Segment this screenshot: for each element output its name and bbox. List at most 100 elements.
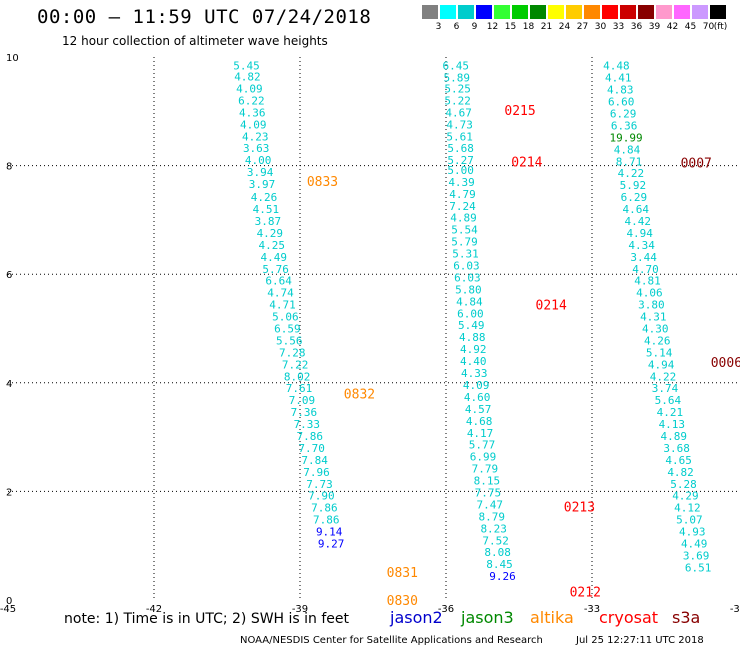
- wave-height-value: 7.22: [282, 358, 309, 371]
- wave-height-value: 5.00: [447, 164, 474, 177]
- x-tick-label: -33: [584, 604, 600, 615]
- wave-height-value: 4.41: [605, 72, 632, 85]
- generated-timestamp: Jul 25 12:27:11 UTC 2018: [576, 635, 704, 646]
- color-scale-label: 18: [522, 22, 535, 32]
- legend-altika: altika: [530, 608, 574, 627]
- color-scale-label: 70: [702, 22, 715, 32]
- wave-height-value: 4.26: [644, 334, 671, 347]
- wave-height-value: 6.60: [608, 96, 635, 109]
- x-tick-label: -39: [292, 604, 308, 615]
- wave-height-value: 5.79: [451, 236, 478, 249]
- wave-height-value: 7.79: [472, 463, 499, 476]
- wave-height-value: 4.25: [259, 239, 286, 252]
- wave-height-value: 3.68: [663, 442, 690, 455]
- wave-height-value: 6.64: [265, 275, 292, 288]
- wave-height-value: 6.51: [685, 561, 712, 574]
- wave-height-value: 4.65: [665, 454, 692, 467]
- wave-height-value: 4.09: [240, 118, 267, 131]
- wave-height-value: 9.27: [318, 538, 345, 551]
- credit-line: NOAA/NESDIS Center for Satellite Applica…: [240, 635, 543, 646]
- pass-time-label: 0833: [307, 175, 338, 190]
- wave-height-value: 4.23: [242, 130, 269, 143]
- color-scale-label: 42: [666, 22, 679, 32]
- y-tick-label: 4: [6, 379, 12, 390]
- pass-time-label: 0830: [387, 594, 418, 609]
- wave-height-value: 4.70: [632, 263, 659, 276]
- legend-cryosat: cryosat: [599, 608, 659, 627]
- wave-height-value: 5.31: [452, 248, 479, 261]
- wave-height-value: 7.75: [475, 486, 502, 499]
- color-scale-label: 39: [648, 22, 661, 32]
- wave-height-value: 7.86: [296, 430, 323, 443]
- wave-height-value: 7.33: [294, 418, 321, 431]
- wave-height-value: 7.84: [301, 454, 328, 467]
- wave-height-value: 4.94: [626, 227, 653, 240]
- color-scale-swatch: [710, 5, 727, 19]
- wave-height-value: 4.22: [618, 167, 645, 180]
- chart-time-labels: 0833 0832 0831 0830 0215 0214 0214 0213 0212 0007…: [307, 104, 740, 609]
- wave-height-value: 5.56: [276, 334, 303, 347]
- chart-ticks: -45 -42 -39 -36 -33 -30 0 2 4 6 8 10: [0, 53, 740, 615]
- wave-height-value: 3.97: [249, 178, 276, 191]
- x-tick-label: -30: [730, 604, 740, 615]
- color-scale-label: 36: [630, 22, 643, 32]
- wave-height-value: 5.68: [447, 142, 474, 155]
- wave-height-value: 8.15: [474, 475, 501, 488]
- wave-height-value: 4.57: [465, 403, 492, 416]
- wave-height-value: 5.92: [620, 179, 647, 192]
- color-scale-swatch: [458, 5, 475, 19]
- wave-height-value: 5.27: [447, 154, 474, 167]
- wave-height-value: 7.73: [306, 478, 333, 491]
- y-tick-label: 0: [6, 596, 12, 607]
- x-tick-label: -42: [146, 604, 162, 615]
- wave-height-value: 4.88: [459, 331, 486, 344]
- wave-height-value: 7.52: [482, 534, 509, 547]
- wave-height-value: 4.09: [463, 379, 490, 392]
- color-scale-swatch: [620, 5, 637, 19]
- wave-height-value: 4.89: [661, 430, 688, 443]
- y-tick-label: 8: [6, 162, 12, 173]
- color-scale-label: 45: [684, 22, 697, 32]
- wave-height-value: 4.49: [681, 538, 708, 551]
- wave-height-value: 4.84: [456, 295, 483, 308]
- legend-s3a: s3a: [672, 608, 701, 627]
- wave-height-value: 4.79: [449, 188, 476, 201]
- color-scale-swatch: [692, 5, 709, 19]
- wave-height-value: 4.82: [667, 466, 694, 479]
- x-tick-label: -45: [0, 604, 16, 615]
- y-tick-label: 10: [6, 53, 19, 64]
- wave-height-value: 3.69: [683, 549, 710, 562]
- pass-time-label: 0212: [570, 585, 601, 600]
- color-scale-label: 27: [576, 22, 589, 32]
- wave-height-value: 8.23: [480, 522, 507, 535]
- x-tick-label: -36: [438, 604, 454, 615]
- wave-height-value: 8.79: [478, 510, 505, 523]
- color-scale-swatch: [566, 5, 583, 19]
- wave-height-value: 3.80: [638, 299, 665, 312]
- wave-height-value: 4.29: [672, 490, 699, 503]
- color-scale-swatch: [638, 5, 655, 19]
- wave-height-value: 4.73: [446, 118, 473, 131]
- color-scale-label: 3: [435, 22, 442, 32]
- color-scale-swatch: [584, 5, 601, 19]
- y-tick-label: 6: [6, 270, 12, 281]
- wave-height-value: 4.34: [628, 239, 655, 252]
- wave-height-value: 5.14: [646, 346, 673, 359]
- wave-height-value: 4.94: [648, 358, 675, 371]
- wave-height-value: 8.71: [616, 155, 643, 168]
- wave-height-value: 3.87: [255, 215, 282, 228]
- color-scale-legend: 3 6 9 12 15 18 21 24 27 30 33 36 39 42 45 70 (ft): [422, 5, 728, 35]
- wave-height-value: 8.02: [284, 370, 311, 383]
- wave-height-value: 4.82: [234, 71, 261, 84]
- wave-height-value: 5.80: [455, 283, 482, 296]
- wave-height-value: 7.70: [298, 442, 325, 455]
- wave-height-value: 6.29: [621, 191, 648, 204]
- wave-height-value: 8.45: [486, 558, 513, 571]
- wave-height-value: 5.22: [444, 94, 471, 107]
- footer-note: note: 1) Time is in UTC; 2) SWH is in fe…: [64, 611, 350, 627]
- wave-height-value: 4.64: [623, 203, 650, 216]
- pass-time-label: 0214: [511, 155, 542, 170]
- wave-height-value: 4.60: [464, 391, 491, 404]
- wave-height-value: 4.29: [257, 227, 284, 240]
